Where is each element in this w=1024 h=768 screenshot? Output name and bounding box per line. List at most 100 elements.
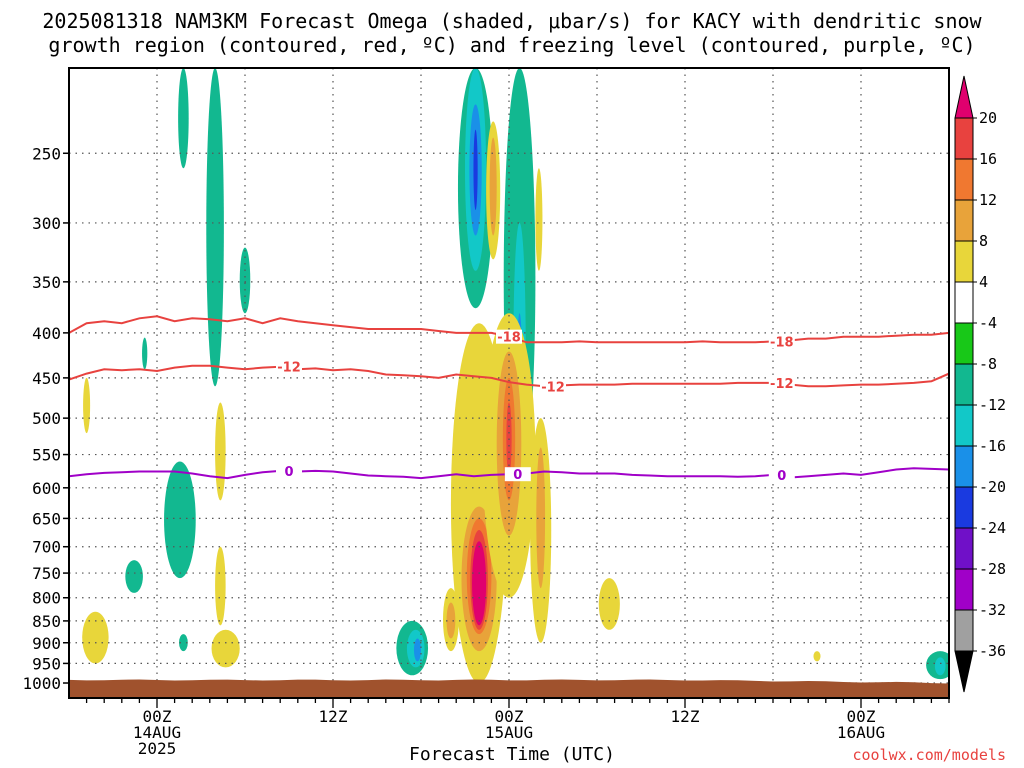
omega-region-19 [83,377,91,434]
colorbar-label-12: 12 [979,191,997,209]
omega-region-4 [164,461,196,579]
omega-region-37 [535,168,543,271]
y-tick-label-950: 950 [32,654,61,673]
x-tick-label-30-0: 12Z [671,707,700,726]
x-tick-label-20-0: 00Z [495,707,524,726]
y-tick-label-850: 850 [32,612,61,631]
grid-lines [69,68,949,698]
contour-line--12 [69,364,949,388]
x-tick-label-0-2: 2025 [138,739,177,758]
y-tick-label-550: 550 [32,446,61,465]
colorbar-band-1 [954,158,974,201]
colorbar-bottom-arrow [954,650,974,693]
colorbar-band-11 [954,568,974,611]
y-tick-label-600: 600 [32,479,61,498]
chart-title-line-2: growth region (contoured, red, ºC) and f… [48,33,976,57]
omega-region-21 [215,402,226,501]
colorbar-band-8 [954,445,974,488]
colorbar-label--12: -12 [979,396,1006,414]
y-tick-label-750: 750 [32,564,61,583]
colorbar-band-9 [954,486,974,529]
contour-label--18-0: -18 [497,331,521,346]
x-tick-label-40-1: 16AUG [837,723,885,742]
colorbar-band-5 [954,322,974,365]
omega-region-40 [598,578,620,630]
colorbar-band-6 [954,363,974,406]
omega-region-20 [82,611,109,664]
colorbar-label-20: 20 [979,109,997,127]
colorbar-label-16: 16 [979,150,997,168]
colorbar-label--16: -16 [979,437,1006,455]
omega-region-39 [536,447,546,589]
axes: 250 300 350 400 450 500 550 600 650 700 750 800 850 9… [22,67,950,758]
contour-label-bg [768,467,795,482]
y-tick-label-900: 900 [32,634,61,653]
omega-region-5 [125,560,143,593]
colorbar-band-2 [954,199,974,242]
colorbar-band-4 [954,281,974,324]
contour-label-bg [768,334,795,349]
y-tick-label-450: 450 [32,369,61,388]
contour-label-0-0: 0 [284,465,293,480]
chart-title-line-1: 2025081318 NAM3KM Forecast Omega (shaded… [42,9,982,33]
omega-region-30 [472,541,487,626]
y-tick-label-800: 800 [32,589,61,608]
y-tick-label-500: 500 [32,409,61,428]
colorbar-band-10 [954,527,974,570]
colorbar-label--24: -24 [979,519,1006,537]
contour-label--12-0: -12 [277,361,301,376]
colorbar-top-arrow [954,75,974,119]
contour-label--18-1: -18 [770,335,794,350]
ground-surface [69,679,949,698]
ground-fill [69,679,949,698]
colorbar-label--28: -28 [979,560,1006,578]
x-tick-label-40-0: 00Z [847,707,876,726]
omega-region-41 [813,651,821,662]
omega-region-3 [142,337,148,370]
omega-region-16 [413,638,422,662]
colorbar-label--8: -8 [979,355,997,373]
credit-link[interactable]: coolwx.com/models [852,746,1006,764]
omega-region-10 [473,129,478,210]
omega-region-1 [206,68,224,387]
y-tick-label-650: 650 [32,509,61,528]
contour-label--12-2: -12 [770,377,794,392]
y-tick-label-300: 300 [32,214,61,233]
y-tick-label-250: 250 [32,144,61,163]
omega-colorbar: 20 16 12 8 4 -4 -8 -12 -16 -20 -24 -28 -32 -36 [954,75,1006,693]
contour-label-bg [504,467,531,482]
contour-label-0-2: 0 [777,469,786,484]
omega-shading [82,68,949,684]
x-tick-label-0-1: 14AUG [133,723,181,742]
omega-region-23 [211,629,240,668]
colorbar-label--32: -32 [979,601,1006,619]
contour-label-bg [276,463,302,478]
y-tick-label-400: 400 [32,324,61,343]
y-tick-label-350: 350 [32,273,61,292]
colorbar-label--4: -4 [979,314,997,332]
x-axis-title: Forecast Time (UTC) [409,744,615,765]
omega-region-6 [179,634,188,652]
x-tick-label-10-0: 12Z [319,707,348,726]
colorbar-band-3 [954,240,974,283]
colorbar-label--20: -20 [979,478,1006,496]
contour-label-bg [768,375,795,390]
omega-region-0 [178,68,189,169]
omega-region-25 [446,602,456,639]
colorbar-label-4: 4 [979,273,988,291]
colorbar-label-8: 8 [979,232,988,250]
temperature-contours: -18 -18 -12 -12 -12 0 0 0 [69,315,949,484]
x-tick-label-20-1: 15AUG [485,723,533,742]
contour-label-bg [276,359,302,374]
y-tick-label-1000: 1000 [22,674,61,693]
colorbar-band-7 [954,404,974,447]
y-tick-label-700: 700 [32,538,61,557]
colorbar-band-0 [954,117,974,160]
colorbar-label--36: -36 [979,642,1006,660]
colorbar-band-12 [954,609,974,652]
contour-label--12-1: -12 [541,380,565,395]
omega-region-36 [489,137,497,236]
contour-label-bg [496,329,522,344]
contour-label-bg [540,379,566,394]
